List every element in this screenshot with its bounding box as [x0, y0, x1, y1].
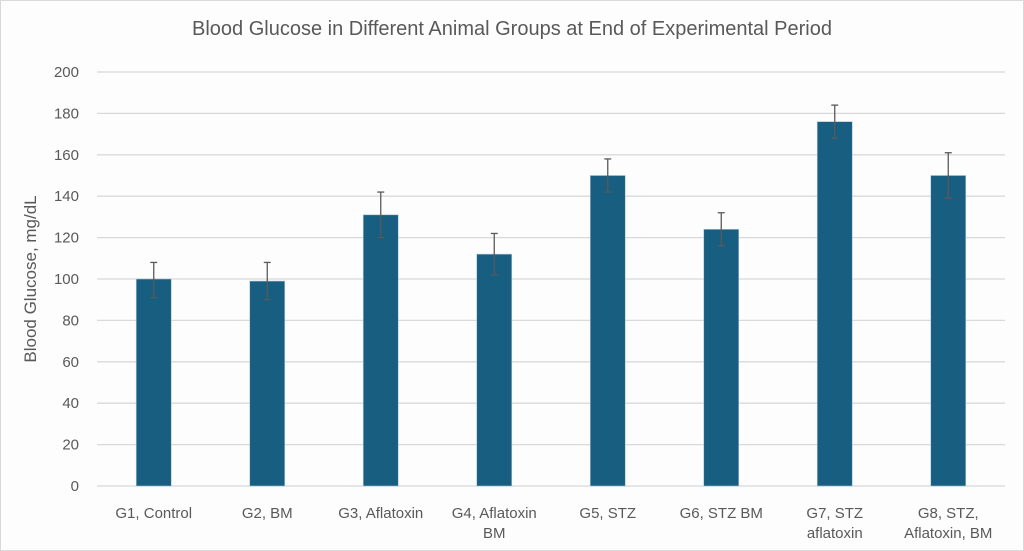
error-bar — [604, 158, 612, 193]
y-tick-label: 120 — [54, 230, 79, 247]
bar — [249, 280, 286, 487]
error-bar — [377, 191, 385, 239]
error-bar — [150, 261, 158, 299]
bar — [362, 214, 399, 487]
x-tick-label: G6, STZ BM — [680, 505, 763, 522]
error-bar — [831, 104, 839, 139]
y-tick-label: 200 — [54, 64, 79, 81]
x-tick-label: Aflatoxin, BM — [904, 525, 992, 542]
y-tick-label: 100 — [54, 271, 79, 288]
error-bar — [717, 212, 725, 247]
x-tick-label: aflatoxin — [807, 525, 863, 542]
x-tick-label: G2, BM — [242, 505, 293, 522]
y-tick-label: 140 — [54, 188, 79, 205]
y-tick-label: 0 — [71, 478, 79, 495]
y-tick-label: 40 — [62, 395, 79, 412]
y-tick-label: 80 — [62, 312, 79, 329]
y-tick-label: 20 — [62, 437, 79, 454]
chart-title: Blood Glucose in Different Animal Groups… — [192, 18, 832, 40]
x-tick-label: BM — [483, 525, 506, 542]
x-tick-label: G1, Control — [115, 505, 192, 522]
bar — [816, 121, 853, 487]
bar — [135, 278, 172, 487]
error-bar — [944, 152, 952, 199]
x-tick-label: G8, STZ, — [918, 505, 979, 522]
bar — [930, 175, 967, 487]
error-bar — [490, 232, 498, 276]
error-bar — [263, 261, 271, 301]
bar — [703, 229, 740, 487]
x-tick-label: G5, STZ — [579, 505, 636, 522]
x-tick-label: G4, Aflatoxin — [452, 505, 537, 522]
y-axis-label: Blood Glucose, mg/dL — [21, 195, 40, 362]
y-tick-label: 180 — [54, 105, 79, 122]
x-tick-label: G3, Aflatoxin — [338, 505, 423, 522]
y-tick-label: 60 — [62, 354, 79, 371]
bar — [476, 253, 513, 487]
bar — [589, 175, 626, 487]
x-tick-label: G7, STZ — [806, 505, 863, 522]
y-tick-label: 160 — [54, 147, 79, 164]
